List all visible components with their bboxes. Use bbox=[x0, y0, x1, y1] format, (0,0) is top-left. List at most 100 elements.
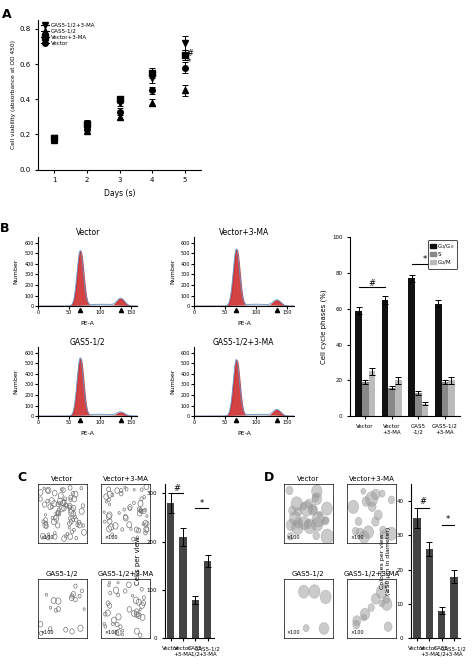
Circle shape bbox=[368, 502, 376, 511]
Circle shape bbox=[356, 528, 364, 537]
Bar bbox=[448, 380, 455, 416]
Circle shape bbox=[317, 511, 322, 517]
Circle shape bbox=[323, 517, 329, 524]
Circle shape bbox=[309, 585, 320, 598]
Circle shape bbox=[294, 517, 303, 528]
Circle shape bbox=[388, 496, 394, 503]
Circle shape bbox=[363, 526, 374, 539]
Text: A: A bbox=[2, 8, 12, 21]
Circle shape bbox=[368, 604, 374, 611]
Bar bbox=[395, 380, 401, 416]
Text: ×100: ×100 bbox=[40, 535, 54, 540]
Circle shape bbox=[379, 600, 384, 607]
Title: Vector+3-MA: Vector+3-MA bbox=[103, 476, 149, 482]
Title: GAS5-1/2: GAS5-1/2 bbox=[70, 338, 106, 346]
Text: D: D bbox=[264, 471, 274, 483]
Circle shape bbox=[321, 502, 332, 515]
Circle shape bbox=[372, 517, 379, 526]
Circle shape bbox=[374, 510, 382, 520]
Circle shape bbox=[383, 595, 390, 603]
Circle shape bbox=[311, 485, 322, 497]
Circle shape bbox=[292, 521, 303, 535]
Circle shape bbox=[301, 501, 312, 516]
Circle shape bbox=[352, 527, 359, 535]
Circle shape bbox=[304, 519, 316, 533]
Bar bbox=[388, 388, 395, 416]
Circle shape bbox=[294, 507, 301, 516]
Text: #: # bbox=[368, 279, 375, 288]
Title: Vector+3-MA: Vector+3-MA bbox=[349, 476, 395, 482]
Bar bbox=[415, 393, 421, 416]
Bar bbox=[368, 372, 375, 416]
Title: Vector: Vector bbox=[51, 476, 73, 482]
Circle shape bbox=[287, 533, 293, 540]
Bar bbox=[382, 300, 388, 416]
X-axis label: PE-A: PE-A bbox=[81, 431, 95, 436]
Title: GAS5-1/2+3-MA: GAS5-1/2+3-MA bbox=[213, 338, 274, 346]
Circle shape bbox=[386, 527, 397, 541]
Bar bbox=[362, 382, 368, 416]
Circle shape bbox=[290, 511, 301, 525]
Circle shape bbox=[382, 598, 392, 610]
Circle shape bbox=[376, 585, 388, 598]
Circle shape bbox=[319, 622, 329, 634]
Bar bbox=[355, 311, 362, 416]
X-axis label: Days (s): Days (s) bbox=[104, 189, 135, 198]
Bar bbox=[408, 279, 415, 416]
Circle shape bbox=[305, 499, 313, 509]
Bar bbox=[167, 503, 174, 638]
Circle shape bbox=[355, 517, 362, 525]
Text: ×100: ×100 bbox=[104, 535, 118, 540]
Circle shape bbox=[299, 517, 310, 529]
Circle shape bbox=[322, 517, 328, 525]
Circle shape bbox=[348, 500, 359, 513]
Text: ×100: ×100 bbox=[286, 630, 300, 636]
Circle shape bbox=[379, 490, 385, 497]
Text: *: * bbox=[446, 515, 450, 523]
Circle shape bbox=[361, 488, 366, 494]
Circle shape bbox=[383, 583, 388, 589]
Text: #: # bbox=[419, 497, 427, 507]
Circle shape bbox=[291, 497, 302, 511]
Circle shape bbox=[365, 491, 378, 506]
Circle shape bbox=[286, 519, 296, 531]
Bar bbox=[421, 404, 428, 416]
Circle shape bbox=[321, 529, 334, 544]
Bar bbox=[180, 537, 187, 638]
Title: GAS5-1/2: GAS5-1/2 bbox=[292, 571, 325, 577]
Y-axis label: Number: Number bbox=[170, 369, 175, 394]
Bar bbox=[438, 611, 445, 638]
Circle shape bbox=[312, 493, 322, 505]
Text: B: B bbox=[0, 222, 9, 235]
Title: GAS5-1/2: GAS5-1/2 bbox=[46, 571, 79, 577]
Text: ×100: ×100 bbox=[104, 630, 118, 636]
Circle shape bbox=[308, 504, 318, 515]
Text: *: * bbox=[186, 58, 191, 67]
Y-axis label: Cells per view: Cells per view bbox=[135, 537, 141, 585]
Text: ×100: ×100 bbox=[286, 535, 300, 540]
Bar bbox=[450, 577, 457, 638]
Circle shape bbox=[312, 494, 319, 502]
X-axis label: PE-A: PE-A bbox=[237, 321, 251, 326]
Circle shape bbox=[380, 531, 387, 539]
Circle shape bbox=[312, 517, 323, 531]
Circle shape bbox=[371, 489, 380, 500]
Circle shape bbox=[289, 506, 296, 515]
Bar bbox=[204, 561, 211, 638]
Bar bbox=[413, 518, 420, 638]
Circle shape bbox=[300, 503, 306, 510]
Title: Vector+3-MA: Vector+3-MA bbox=[219, 227, 269, 237]
Text: ×100: ×100 bbox=[350, 630, 364, 636]
Title: Vector: Vector bbox=[75, 227, 100, 237]
Bar bbox=[192, 600, 199, 638]
Circle shape bbox=[380, 526, 386, 534]
Bar bbox=[435, 303, 441, 416]
X-axis label: PE-A: PE-A bbox=[81, 321, 95, 326]
Circle shape bbox=[305, 519, 312, 529]
Text: #: # bbox=[173, 484, 181, 493]
Circle shape bbox=[299, 585, 309, 598]
Circle shape bbox=[353, 620, 360, 629]
X-axis label: PE-A: PE-A bbox=[237, 431, 251, 436]
Circle shape bbox=[313, 531, 319, 540]
Circle shape bbox=[384, 622, 392, 632]
